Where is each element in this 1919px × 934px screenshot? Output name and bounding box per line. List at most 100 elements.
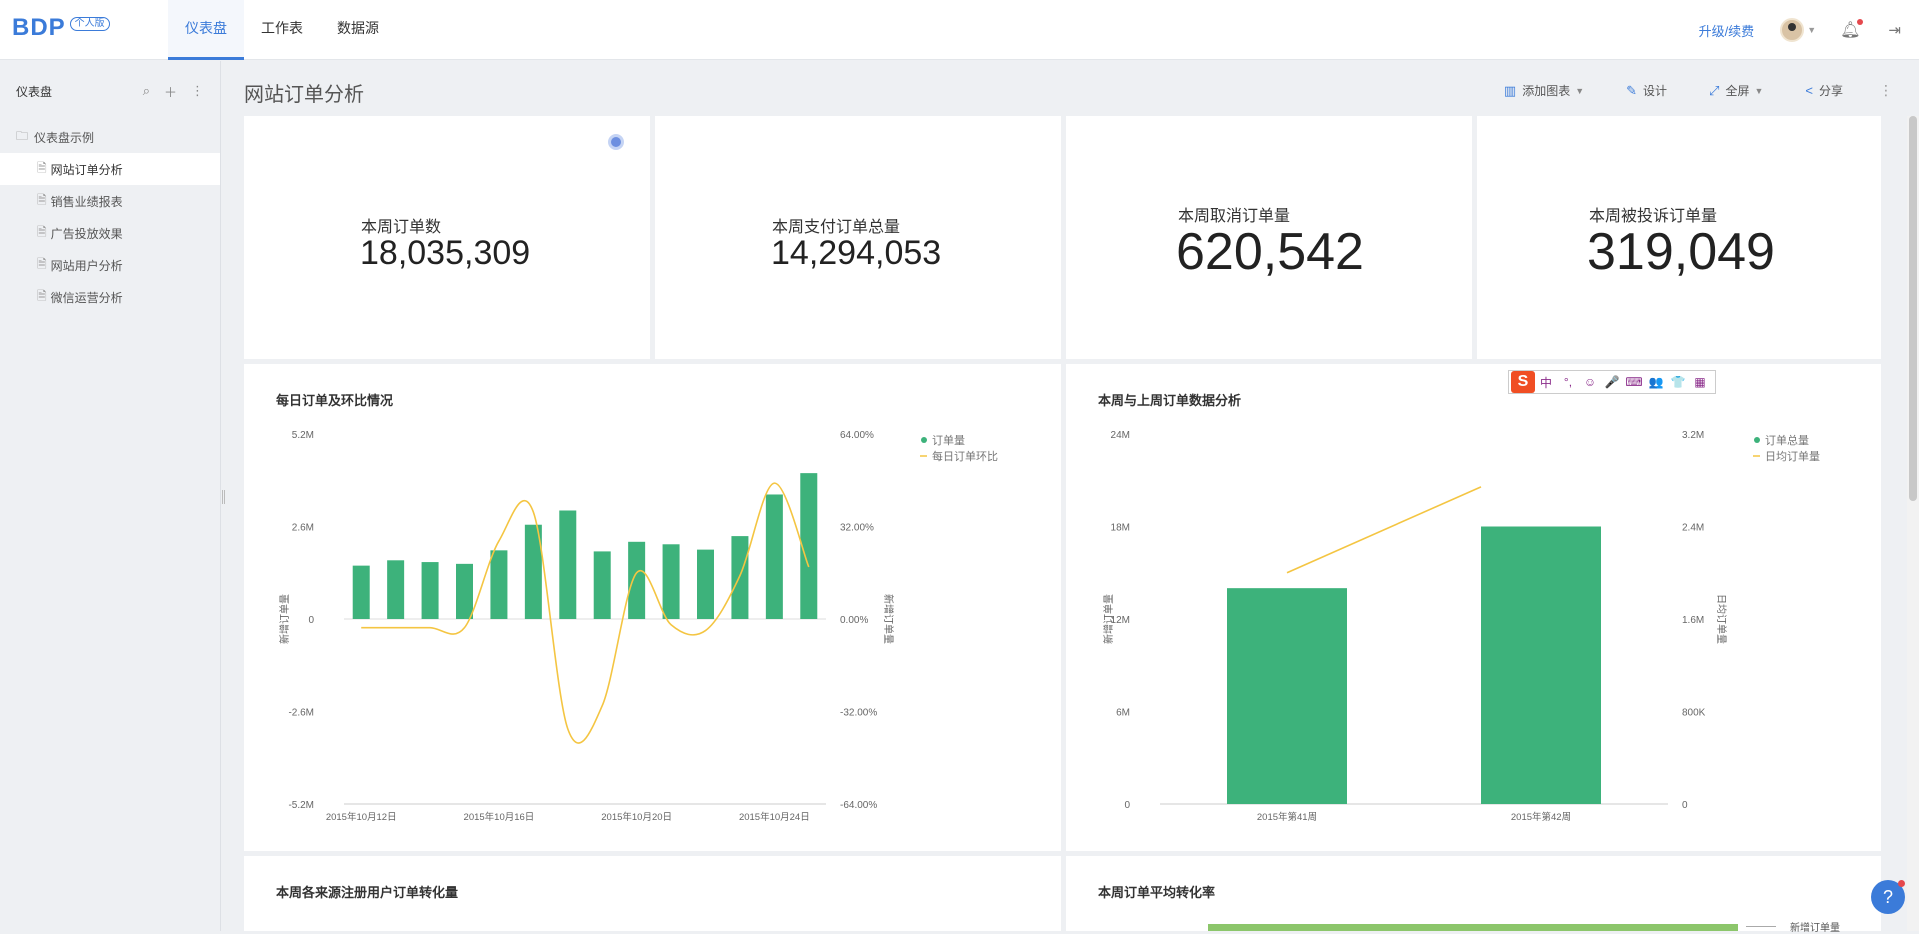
series-line [1286,486,1482,574]
y-axis-title: 新增订单量 [278,594,291,644]
kpi-card-complaint-orders[interactable]: 本周被投诉订单量 319,049 [1477,116,1881,359]
add-icon[interactable]: ＋ [163,84,177,100]
chart-card-weekly-compare[interactable]: 本周与上周订单数据分析 24M 18M 12M 6M 0 3.2M 2.4M 1.6M 800K… [1066,364,1881,851]
x-tick-label: 2015年第42周 [1511,811,1571,823]
bar [662,544,680,619]
chart-title: 本周各来源注册用户订单转化量 [276,885,459,900]
design-label: 设计 [1643,84,1668,98]
sidebar-folder[interactable]: 🗀 仪表盘示例 [0,121,220,153]
bar [731,536,749,619]
chart-title: 本周订单平均转化率 [1098,885,1216,900]
sidebar-item-website-orders[interactable]: 🗎 网站订单分析 [0,153,220,185]
kpi-label: 本周订单数 [361,219,442,236]
chart-card-source-conversion[interactable]: 本周各来源注册用户订单转化量 [244,856,1061,931]
design-button[interactable]: ✎ 设计 [1626,82,1667,99]
chart-card-daily-orders[interactable]: 每日订单及环比情况 5.2M 2.6M 0 -2.6M -5.2M 64.00% 32.00… [244,364,1061,851]
ime-keyboard-icon[interactable]: ⌨ [1625,375,1643,389]
bar [387,560,405,619]
y2-tick-label: 0.00% [840,615,868,626]
ime-chinese-mode[interactable]: 中 [1539,375,1552,390]
nav-worksheet[interactable]: 工作表 [261,20,303,36]
ime-skin-icon[interactable]: 👕 [1670,375,1686,389]
sogou-logo-icon[interactable]: S [1511,371,1535,393]
x-tick-label: 2015年10月12日 [326,811,397,823]
share-button[interactable]: < 分享 [1805,82,1843,99]
x-tick-label: 2015年10月20日 [601,811,672,823]
bar [765,494,783,619]
funnel-leader-line [1746,926,1776,927]
ime-emoji-icon[interactable]: ☺ [1583,375,1597,389]
upgrade-link[interactable]: 升级/续费 [1698,23,1755,39]
legend-marker [921,437,927,443]
sidebar-item-users[interactable]: 🗎 网站用户分析 [0,249,220,281]
weekly-compare-chart: 24M 18M 12M 6M 0 3.2M 2.4M 1.6M 800K 0 新增订单量 日均订单量 2… [1102,430,1820,823]
edit-icon: ✎ [1626,82,1638,98]
share-icon: < [1805,83,1813,98]
sidebar-collapse-handle[interactable] [222,490,225,504]
chart-icon: ▥ [1503,82,1517,98]
avatar[interactable] [1780,18,1805,42]
more-icon[interactable]: ⋮ [1879,82,1893,98]
sidebar-item-label: 网站订单分析 [50,162,123,177]
bar [490,550,508,619]
sidebar-item-wechat[interactable]: 🗎 微信运营分析 [0,281,220,313]
sidebar-item-label: 微信运营分析 [50,290,123,305]
legend-label: 每日订单环比 [932,449,998,463]
bar [352,565,370,619]
sidebar-item-label: 广告投放效果 [50,226,123,241]
scrollbar-thumb[interactable] [1909,116,1917,501]
legend-label: 日均订单量 [1765,450,1820,463]
ime-voice-icon[interactable]: 🎤 [1604,375,1620,389]
chart-card-avg-conversion[interactable]: 本周订单平均转化率 新增订单量 [1066,856,1881,934]
bar [456,563,473,619]
y2-tick-label: 2.4M [1682,523,1704,534]
bell-icon[interactable]: 🔔︎ [1840,19,1864,40]
folder-label: 仪表盘示例 [34,130,95,145]
ime-toolbox-icon[interactable]: ▦ [1694,375,1706,389]
kpi-card-weekly-orders[interactable]: 本周订单数 18,035,309 [244,116,650,359]
legend-marker [1754,437,1760,443]
x-tick-label: 2015年第41周 [1257,811,1317,823]
nav-dashboard[interactable]: 仪表盘 [168,0,244,60]
ime-user-icon[interactable]: 👥 [1648,375,1664,389]
nav-datasource[interactable]: 数据源 [337,20,379,36]
y-tick-label: -5.2M [288,800,314,811]
expand-icon: ⤢ [1709,82,1720,98]
logout-icon[interactable]: ⇥ [1888,22,1901,39]
bar [628,541,646,619]
sidebar-item-sales[interactable]: 🗎 销售业绩报表 [0,185,220,217]
main-nav: 仪表盘 工作表 数据源 [168,0,396,60]
page-scrollbar[interactable] [1907,116,1919,931]
series-line [361,482,810,744]
kpi-card-paid-orders[interactable]: 本周支付订单总量 14,294,053 [655,116,1061,359]
y2-tick-label: 3.2M [1682,430,1704,441]
settings-icon[interactable] [608,134,624,150]
search-icon[interactable]: ⌕ [142,83,150,98]
chevron-down-icon[interactable]: ▼ [1807,25,1817,35]
sidebar-item-ads[interactable]: 🗎 广告投放效果 [0,217,220,249]
ime-punctuation-icon[interactable]: °, [1563,375,1573,389]
x-tick-label: 2015年10月24日 [739,811,810,823]
dashboard-file-icon: 🗎 [37,224,47,239]
sidebar-header: 仪表盘 ⌕ ＋ ⋮ [0,61,220,121]
chevron-down-icon: ▼ [1754,85,1764,96]
bar [421,562,439,619]
x-tick-label: 2015年10月16日 [464,811,535,823]
y-tick-label: 18M [1111,523,1130,534]
ime-toolbar[interactable]: S 中 °, ☺ 🎤 ⌨ 👥 👕 ▦ [1508,370,1716,394]
top-bar: BDP 个人版 仪表盘 工作表 数据源 升级/续费 ▼ 🔔︎ ⇥ [0,0,1919,60]
bar [524,524,542,619]
y-tick-label: 0 [1124,800,1130,811]
y-tick-label: 2.6M [292,523,314,534]
add-chart-button[interactable]: ▥ 添加图表 ▼ [1504,82,1584,99]
more-icon[interactable]: ⋮ [191,83,204,98]
fullscreen-button[interactable]: ⤢ 全屏 ▼ [1709,82,1763,99]
logo[interactable]: BDP 个人版 [12,14,110,42]
y2-tick-label: 0 [1682,800,1688,811]
kpi-value: 14,294,053 [771,234,942,272]
bar [1481,526,1601,804]
help-button[interactable]: ? [1871,880,1905,914]
kpi-card-cancelled-orders[interactable]: 本周取消订单量 620,542 [1066,116,1472,359]
sidebar-title: 仪表盘 [16,84,53,99]
y-tick-label: 12M [1111,615,1130,626]
